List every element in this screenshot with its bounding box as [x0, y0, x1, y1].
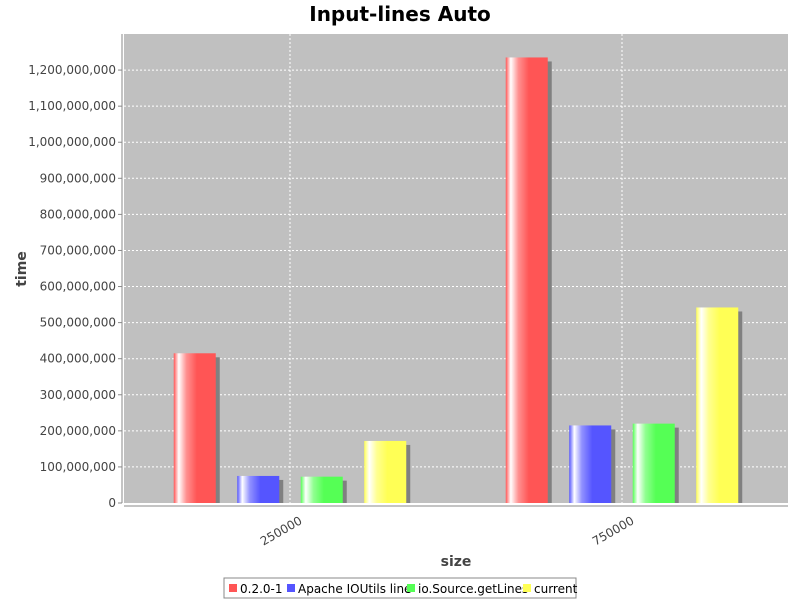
legend-label: 0.2.0-1	[240, 582, 283, 596]
bar	[300, 476, 343, 503]
bar	[237, 475, 280, 503]
legend-swatch	[523, 584, 531, 592]
legend-swatch	[407, 584, 415, 592]
legend-label: current	[534, 582, 578, 596]
plot-background	[124, 34, 788, 503]
axes	[121, 34, 788, 507]
chart-title: Input-lines Auto	[309, 2, 491, 26]
bar	[505, 57, 548, 503]
legend-swatch	[229, 584, 237, 592]
bar	[173, 353, 216, 503]
y-tick-label: 0	[108, 496, 116, 510]
bar	[364, 440, 407, 503]
y-axis-label: time	[14, 251, 30, 287]
y-tick-label: 800,000,000	[40, 207, 116, 221]
y-tick-label: 300,000,000	[40, 388, 116, 402]
x-axis-label: size	[441, 554, 472, 570]
y-tick-labels: 0 100,000,000 200,000,000 300,000,000 400,00…	[28, 63, 122, 510]
legend: 0.2.0-1 Apache IOUtils line io.Source.getL…	[223, 577, 578, 599]
x-tick-label: 250000	[258, 513, 305, 548]
legend-label: io.Source.getLines	[418, 582, 528, 596]
y-tick-label: 1,000,000,000	[28, 135, 116, 149]
x-tick-label: 750000	[590, 513, 637, 548]
y-tick-label: 200,000,000	[40, 424, 116, 438]
y-tick-label: 100,000,000	[40, 460, 116, 474]
bars	[173, 57, 743, 503]
bar	[632, 423, 675, 503]
y-tick-label: 900,000,000	[40, 171, 116, 185]
legend-box	[223, 577, 577, 599]
y-tick-label: 400,000,000	[40, 352, 116, 366]
y-tick-label: 1,200,000,000	[28, 63, 116, 77]
y-tick-label: 700,000,000	[40, 243, 116, 257]
y-tick-label: 1,100,000,000	[28, 99, 116, 113]
y-tick-label: 500,000,000	[40, 316, 116, 330]
plot-area	[121, 34, 788, 507]
legend-swatch	[287, 584, 295, 592]
bar	[696, 307, 739, 503]
bar	[569, 425, 612, 503]
y-tick-label: 600,000,000	[40, 280, 116, 294]
legend-label: Apache IOUtils line	[298, 582, 411, 596]
x-tick-labels: 250000 750000	[258, 513, 637, 548]
